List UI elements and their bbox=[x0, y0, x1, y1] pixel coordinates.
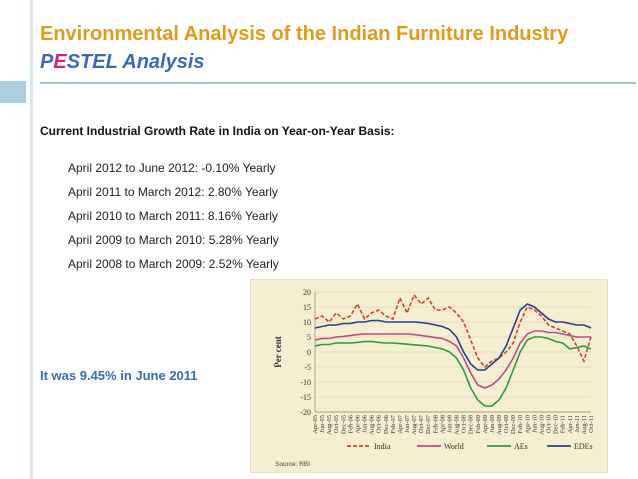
y-tick-label: 5 bbox=[307, 333, 311, 342]
x-tick-label: Oct-10 bbox=[546, 415, 553, 433]
x-tick-label: Oct-07 bbox=[418, 414, 425, 433]
growth-rate-list: April 2012 to June 2012: -0.10% Yearly A… bbox=[68, 160, 279, 280]
x-tick-label: Jun-08 bbox=[446, 415, 453, 433]
y-tick-label: -10 bbox=[300, 378, 311, 387]
x-tick-label: Apr-09 bbox=[482, 415, 489, 434]
x-tick-label: Feb-08 bbox=[432, 415, 439, 433]
legend-label: India bbox=[374, 442, 391, 451]
legend-label: AEs bbox=[514, 442, 528, 451]
x-tick-label: Dec-05 bbox=[340, 415, 347, 434]
x-tick-label: Aug-06 bbox=[369, 414, 376, 435]
subtitle-rest: STEL Analysis bbox=[66, 51, 205, 73]
x-tick-label: Jun-07 bbox=[404, 414, 411, 432]
x-tick-label: Dec-09 bbox=[510, 415, 517, 434]
x-tick-label: Dec-10 bbox=[553, 415, 560, 434]
x-tick-label: Apr-06 bbox=[354, 414, 361, 433]
y-tick-label: -20 bbox=[300, 408, 311, 417]
x-tick-label: Apr-08 bbox=[439, 415, 446, 434]
x-tick-label: Dec-06 bbox=[383, 414, 390, 434]
x-tick-label: Feb-10 bbox=[517, 415, 524, 433]
x-tick-label: Jun-09 bbox=[489, 415, 496, 433]
x-tick-label: Aug-10 bbox=[538, 415, 545, 435]
decorative-square bbox=[0, 81, 26, 103]
x-tick-label: Oct-09 bbox=[503, 415, 510, 433]
x-tick-label: Jun-06 bbox=[362, 414, 369, 432]
x-tick-label: Apr-10 bbox=[524, 415, 531, 434]
x-tick-label: Dec-08 bbox=[468, 415, 475, 434]
x-tick-label: Oct-06 bbox=[376, 414, 383, 433]
y-tick-label: -5 bbox=[304, 363, 311, 372]
legend-label: EDEs bbox=[574, 442, 593, 451]
series-line-india bbox=[314, 293, 592, 369]
subtitle-letter-p: P bbox=[40, 51, 54, 73]
y-tick-label: 10 bbox=[303, 318, 311, 327]
x-tick-label: Apr-05 bbox=[312, 415, 319, 434]
y-axis-label: Per cent bbox=[273, 336, 283, 368]
x-tick-label: Feb-06 bbox=[347, 414, 354, 433]
x-tick-label: Jun-11 bbox=[574, 415, 581, 432]
growth-chart: Per cent 20 15 10 5 0 -5 -10 -15 -20 Apr-05 Jun-05 A… bbox=[250, 279, 608, 473]
series-line-world bbox=[314, 330, 591, 389]
x-tick-label: Apr-07 bbox=[397, 414, 404, 433]
x-tick-label: Aug-07 bbox=[411, 414, 418, 435]
x-tick-label: Jun-10 bbox=[531, 415, 538, 433]
june-2011-note: It was 9.45% in June 2011 bbox=[40, 368, 198, 383]
growth-rate-item: April 2012 to June 2012: -0.10% Yearly bbox=[68, 161, 276, 175]
x-tick-label: Oct-08 bbox=[461, 415, 468, 433]
x-tick-label: Feb-09 bbox=[475, 415, 482, 433]
y-tick-label: -15 bbox=[300, 393, 311, 402]
x-tick-label: Oct-05 bbox=[333, 415, 340, 433]
growth-rate-item: April 2009 to March 2010: 5.28% Yearly bbox=[68, 233, 279, 247]
decorative-vertical-bar bbox=[30, 0, 33, 479]
slide-subtitle: PESTEL Analysis bbox=[40, 48, 568, 76]
x-tick-label: Oct-11 bbox=[588, 415, 595, 433]
growth-heading: Current Industrial Growth Rate in India … bbox=[40, 124, 395, 138]
growth-rate-item: April 2010 to March 2011: 8.16% Yearly bbox=[68, 209, 278, 223]
slide-title: Environmental Analysis of the Indian Fur… bbox=[40, 23, 569, 45]
y-tick-label: 0 bbox=[307, 348, 311, 357]
x-tick-label: Aug-11 bbox=[581, 415, 588, 435]
x-tick-label: Feb-11 bbox=[560, 415, 567, 433]
legend-label: World bbox=[444, 442, 464, 451]
x-tick-label: Jun-05 bbox=[319, 415, 326, 433]
x-tick-label: Apr-11 bbox=[567, 415, 574, 433]
series-line-edes bbox=[314, 303, 592, 371]
x-tick-label: Aug-09 bbox=[496, 415, 503, 435]
x-tick-label: Feb-07 bbox=[390, 414, 397, 433]
growth-rate-item: April 2008 to March 2009: 2.52% Yearly bbox=[68, 257, 279, 271]
y-tick-label: 15 bbox=[303, 303, 311, 312]
y-tick-label: 20 bbox=[303, 288, 311, 297]
title-divider bbox=[40, 82, 636, 84]
x-tick-label: Dec-07 bbox=[425, 414, 432, 434]
subtitle-letter-e: E bbox=[53, 51, 67, 73]
x-tick-label: Aug-05 bbox=[326, 415, 333, 435]
title-block: Environmental Analysis of the Indian Fur… bbox=[40, 20, 568, 76]
series-line-aes bbox=[314, 336, 592, 407]
x-tick-label: Aug-08 bbox=[454, 415, 461, 435]
growth-rate-item: April 2011 to March 2012: 2.80% Yearly bbox=[68, 185, 278, 199]
chart-source: Source: RBI bbox=[275, 461, 310, 468]
